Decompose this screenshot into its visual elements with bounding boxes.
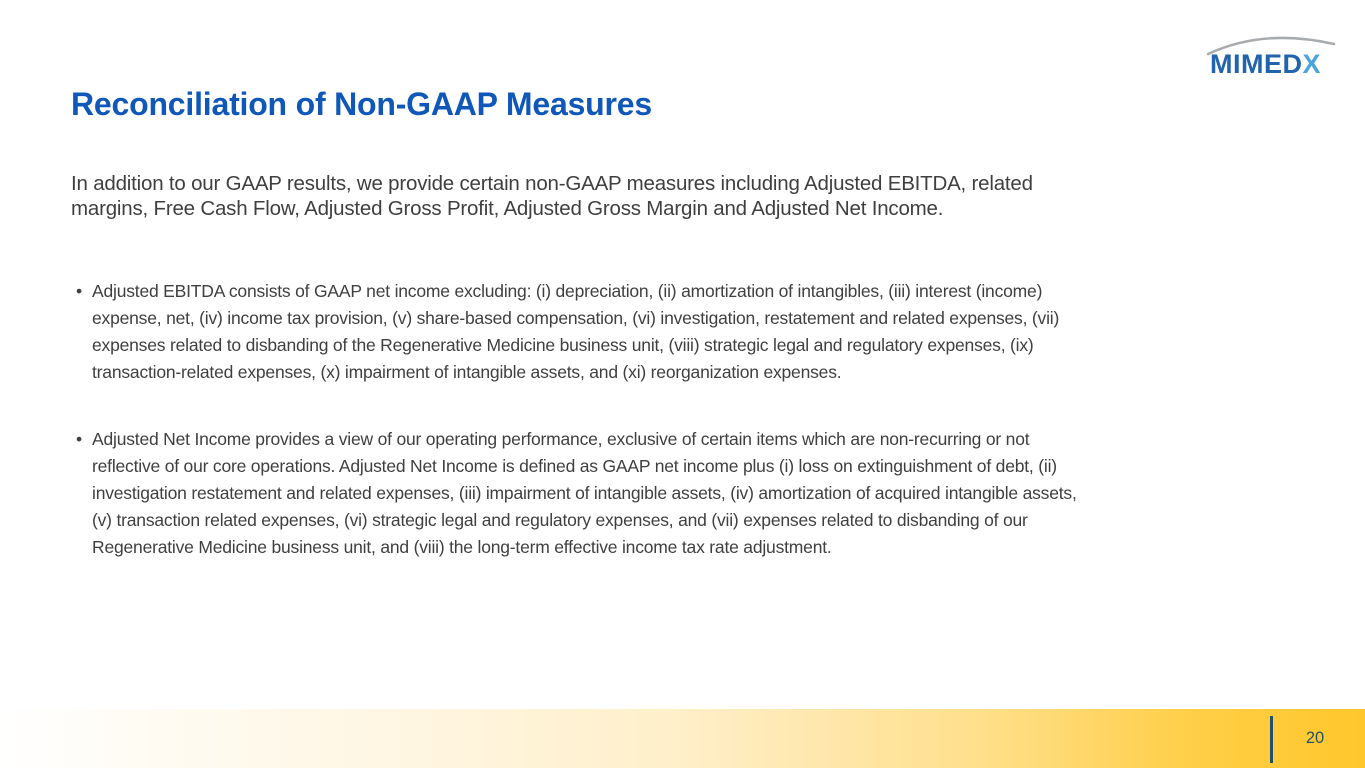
intro-text: In addition to our GAAP results, we prov… (71, 172, 1033, 220)
bullet-list: • Adjusted EBITDA consists of GAAP net i… (76, 278, 1101, 561)
logo-swoosh-icon (1206, 36, 1336, 56)
footer-divider (1270, 716, 1273, 763)
list-item: • Adjusted Net Income provides a view of… (76, 426, 1101, 561)
logo-wordmark: MIMEDX (1210, 51, 1321, 78)
bullet-text-adjusted-ebitda: Adjusted EBITDA consists of GAAP net inc… (92, 281, 1060, 382)
page-number: 20 (1305, 729, 1325, 747)
bullet-text-adjusted-net-income: Adjusted Net Income provides a view of o… (92, 429, 1077, 557)
mimedx-logo: MIMEDX (1206, 30, 1336, 78)
logo-text-primary: MIMED (1210, 49, 1303, 79)
bullet-icon: • (76, 281, 82, 301)
footer-bar: 20 (0, 709, 1365, 768)
page-title: Reconciliation of Non-GAAP Measures (71, 86, 652, 122)
logo-text-accent: X (1302, 49, 1322, 79)
bullet-icon: • (76, 429, 82, 449)
list-item: • Adjusted EBITDA consists of GAAP net i… (76, 278, 1101, 386)
